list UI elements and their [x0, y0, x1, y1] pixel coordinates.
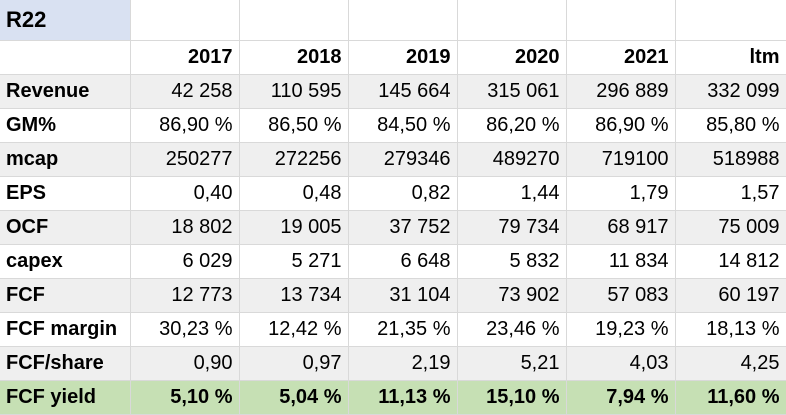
row-fcf-yield: FCF yield 5,10 % 5,04 % 11,13 % 15,10 % … — [0, 380, 786, 415]
column-header-2018[interactable]: 2018 — [239, 40, 349, 75]
data-cell[interactable]: 719100 — [566, 142, 676, 177]
data-cell[interactable]: 0,82 — [348, 176, 458, 211]
data-cell[interactable]: 272256 — [239, 142, 349, 177]
data-cell[interactable]: 7,94 % — [566, 380, 676, 415]
data-cell[interactable]: 489270 — [457, 142, 567, 177]
data-cell[interactable]: 296 889 — [566, 74, 676, 109]
data-cell[interactable]: 2,19 — [348, 346, 458, 381]
data-cell[interactable]: 11,13 % — [348, 380, 458, 415]
column-header-2021[interactable]: 2021 — [566, 40, 676, 75]
data-cell[interactable]: 86,90 % — [130, 108, 240, 143]
title-row: R22 — [0, 0, 786, 41]
row-fcf-per-share: FCF/share 0,90 0,97 2,19 5,21 4,03 4,25 — [0, 346, 786, 381]
data-cell[interactable]: 18 802 — [130, 210, 240, 245]
data-cell[interactable]: 73 902 — [457, 278, 567, 313]
data-cell[interactable]: 5,04 % — [239, 380, 349, 415]
data-cell[interactable]: 68 917 — [566, 210, 676, 245]
data-cell[interactable]: 18,13 % — [675, 312, 786, 347]
empty-cell[interactable] — [130, 0, 240, 41]
row-label-capex[interactable]: capex — [0, 244, 131, 279]
data-cell[interactable]: 31 104 — [348, 278, 458, 313]
row-label-gm-percent[interactable]: GM% — [0, 108, 131, 143]
row-label-ocf[interactable]: OCF — [0, 210, 131, 245]
data-cell[interactable]: 30,23 % — [130, 312, 240, 347]
data-cell[interactable]: 15,10 % — [457, 380, 567, 415]
column-header-2019[interactable]: 2019 — [348, 40, 458, 75]
data-cell[interactable]: 5 832 — [457, 244, 567, 279]
data-cell[interactable]: 1,57 — [675, 176, 786, 211]
row-label-fcf-margin[interactable]: FCF margin — [0, 312, 131, 347]
data-cell[interactable]: 86,90 % — [566, 108, 676, 143]
row-revenue: Revenue 42 258 110 595 145 664 315 061 2… — [0, 74, 786, 109]
data-cell[interactable]: 37 752 — [348, 210, 458, 245]
row-label-fcf[interactable]: FCF — [0, 278, 131, 313]
row-label-mcap[interactable]: mcap — [0, 142, 131, 177]
row-fcf: FCF 12 773 13 734 31 104 73 902 57 083 6… — [0, 278, 786, 313]
data-cell[interactable]: 279346 — [348, 142, 458, 177]
data-cell[interactable]: 75 009 — [675, 210, 786, 245]
data-cell[interactable]: 110 595 — [239, 74, 349, 109]
data-cell[interactable]: 79 734 — [457, 210, 567, 245]
row-gm-percent: GM% 86,90 % 86,50 % 84,50 % 86,20 % 86,9… — [0, 108, 786, 143]
data-cell[interactable]: 86,20 % — [457, 108, 567, 143]
data-cell[interactable]: 4,25 — [675, 346, 786, 381]
data-cell[interactable]: 250277 — [130, 142, 240, 177]
data-cell[interactable]: 21,35 % — [348, 312, 458, 347]
data-cell[interactable]: 6 648 — [348, 244, 458, 279]
empty-cell[interactable] — [239, 0, 349, 41]
row-eps: EPS 0,40 0,48 0,82 1,44 1,79 1,57 — [0, 176, 786, 211]
empty-cell[interactable] — [566, 0, 676, 41]
data-cell[interactable]: 11 834 — [566, 244, 676, 279]
data-cell[interactable]: 14 812 — [675, 244, 786, 279]
column-header-2017[interactable]: 2017 — [130, 40, 240, 75]
data-cell[interactable]: 5,21 — [457, 346, 567, 381]
data-cell[interactable]: 12 773 — [130, 278, 240, 313]
data-cell[interactable]: 12,42 % — [239, 312, 349, 347]
data-cell[interactable]: 315 061 — [457, 74, 567, 109]
header-row: 2017 2018 2019 2020 2021 ltm — [0, 40, 786, 75]
data-cell[interactable]: 6 029 — [130, 244, 240, 279]
data-cell[interactable]: 0,97 — [239, 346, 349, 381]
data-cell[interactable]: 85,80 % — [675, 108, 786, 143]
row-ocf: OCF 18 802 19 005 37 752 79 734 68 917 7… — [0, 210, 786, 245]
data-cell[interactable]: 84,50 % — [348, 108, 458, 143]
sheet-title-cell[interactable]: R22 — [0, 0, 131, 41]
empty-cell[interactable] — [457, 0, 567, 41]
row-label-fcf-yield[interactable]: FCF yield — [0, 380, 131, 415]
data-cell[interactable]: 5 271 — [239, 244, 349, 279]
column-header-2020[interactable]: 2020 — [457, 40, 567, 75]
row-label-revenue[interactable]: Revenue — [0, 74, 131, 109]
data-cell[interactable]: 11,60 % — [675, 380, 786, 415]
data-cell[interactable]: 1,44 — [457, 176, 567, 211]
data-cell[interactable]: 0,40 — [130, 176, 240, 211]
column-header-ltm[interactable]: ltm — [675, 40, 786, 75]
row-label-eps[interactable]: EPS — [0, 176, 131, 211]
data-cell[interactable]: 23,46 % — [457, 312, 567, 347]
data-cell[interactable]: 5,10 % — [130, 380, 240, 415]
empty-cell[interactable] — [348, 0, 458, 41]
data-cell[interactable]: 0,90 — [130, 346, 240, 381]
data-cell[interactable]: 0,48 — [239, 176, 349, 211]
row-mcap: mcap 250277 272256 279346 489270 719100 … — [0, 142, 786, 177]
row-fcf-margin: FCF margin 30,23 % 12,42 % 21,35 % 23,46… — [0, 312, 786, 347]
data-cell[interactable]: 518988 — [675, 142, 786, 177]
data-cell[interactable]: 4,03 — [566, 346, 676, 381]
data-cell[interactable]: 60 197 — [675, 278, 786, 313]
data-cell[interactable]: 19 005 — [239, 210, 349, 245]
data-cell[interactable]: 57 083 — [566, 278, 676, 313]
empty-cell[interactable] — [675, 0, 786, 41]
empty-cell[interactable] — [0, 40, 131, 75]
data-cell[interactable]: 19,23 % — [566, 312, 676, 347]
data-cell[interactable]: 86,50 % — [239, 108, 349, 143]
data-cell[interactable]: 145 664 — [348, 74, 458, 109]
data-cell[interactable]: 42 258 — [130, 74, 240, 109]
row-capex: capex 6 029 5 271 6 648 5 832 11 834 14 … — [0, 244, 786, 279]
data-cell[interactable]: 1,79 — [566, 176, 676, 211]
row-label-fcf-per-share[interactable]: FCF/share — [0, 346, 131, 381]
data-cell[interactable]: 13 734 — [239, 278, 349, 313]
data-cell[interactable]: 332 099 — [675, 74, 786, 109]
